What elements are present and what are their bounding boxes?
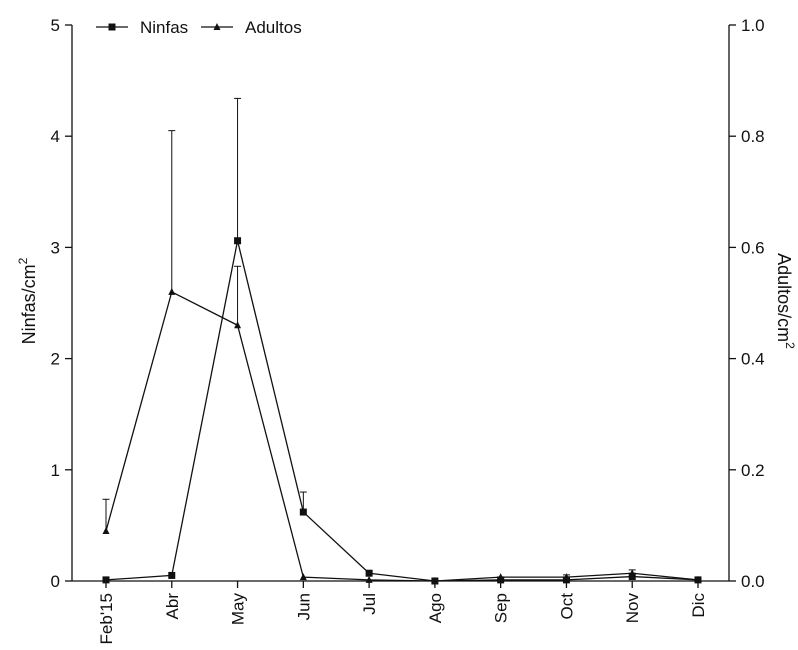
adultos-point bbox=[497, 573, 505, 581]
y-left-tick-label: 1 bbox=[51, 461, 60, 480]
ninfas-point bbox=[234, 237, 242, 245]
adultos-series-line bbox=[105, 290, 699, 582]
x-tick-label: Abr bbox=[163, 593, 182, 620]
x-tick-label: May bbox=[229, 593, 248, 626]
legend: Ninfas Adultos bbox=[96, 18, 302, 37]
y-right-tick-label: 0.6 bbox=[741, 238, 765, 257]
y-left-axis-title-superscript: 2 bbox=[16, 257, 30, 264]
x-tick-label: Feb'15 bbox=[97, 593, 116, 644]
series-layer bbox=[102, 97, 702, 585]
adultos-point bbox=[299, 573, 307, 581]
adultos-point bbox=[694, 575, 702, 583]
y-right-axis-title-text: Adultos/cm bbox=[774, 253, 794, 342]
legend-adultos-label: Adultos bbox=[245, 18, 302, 37]
axes: 0 1 2 3 4 5 0.0 0.2 0.4 0.6 0.8 1.0 Feb'15 Abr May Jun J… bbox=[51, 16, 765, 644]
x-tick-label: Nov bbox=[623, 593, 642, 624]
adultos-point bbox=[628, 569, 636, 577]
y-left-tick-label: 0 bbox=[51, 572, 60, 591]
ninfas-point bbox=[299, 508, 307, 516]
legend-ninfas-label: Ninfas bbox=[140, 18, 188, 37]
x-tick-label: Dic bbox=[689, 593, 708, 618]
y-right-tick-label: 0.2 bbox=[741, 461, 765, 480]
y-right-tick-label: 1.0 bbox=[741, 16, 765, 35]
x-tick-label: Jul bbox=[360, 593, 379, 615]
legend-ninfas-square-marker bbox=[108, 23, 116, 31]
y-left-axis-title: Ninfas/cm2 bbox=[16, 257, 39, 344]
y-left-tick-label: 3 bbox=[51, 238, 60, 257]
y-right-tick-label: 0.4 bbox=[741, 350, 765, 369]
ninfas-point bbox=[365, 569, 373, 577]
y-left-tick-label: 5 bbox=[51, 16, 60, 35]
y-right-tick-label: 0.8 bbox=[741, 127, 765, 146]
adultos-point bbox=[168, 287, 176, 295]
ninfas-series-line bbox=[105, 240, 699, 582]
ninfas-point bbox=[628, 573, 636, 581]
adultos-point bbox=[431, 577, 439, 584]
y-right-tick-label: 0.0 bbox=[741, 572, 765, 591]
y-left-tick-label: 4 bbox=[51, 127, 60, 146]
x-tick-label: Oct bbox=[557, 593, 576, 620]
ninfas-point bbox=[102, 576, 110, 584]
y-right-axis-title-superscript: 2 bbox=[783, 342, 797, 349]
x-tick-label: Jun bbox=[294, 593, 313, 620]
adultos-point bbox=[562, 573, 570, 581]
ninfas-point bbox=[168, 571, 176, 579]
y-right-axis-title: Adultos/cm2 bbox=[774, 253, 797, 349]
y-left-axis-title-text: Ninfas/cm bbox=[19, 264, 39, 344]
x-tick-label: Ago bbox=[426, 593, 445, 623]
y-left-tick-label: 2 bbox=[51, 350, 60, 369]
adultos-point bbox=[102, 526, 110, 534]
x-tick-label: Sep bbox=[492, 593, 511, 623]
legend-adultos-triangle-marker bbox=[213, 23, 221, 30]
adultos-point bbox=[234, 321, 242, 329]
adultos-point bbox=[365, 575, 373, 583]
